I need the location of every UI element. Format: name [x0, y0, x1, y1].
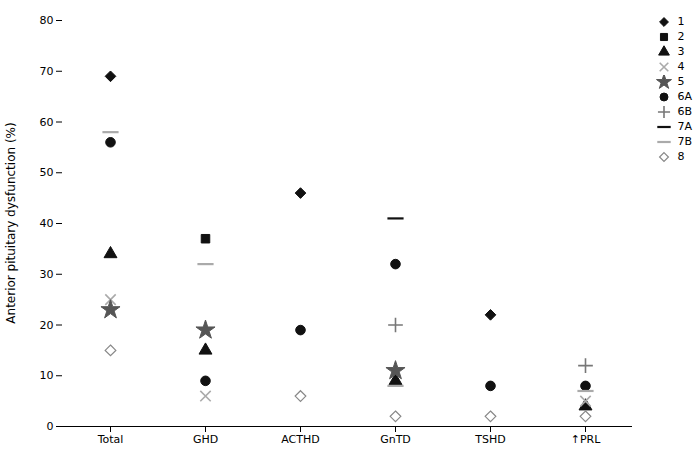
- html-text:3: 3: [677, 45, 685, 58]
- svg-text:GHD: GHD: [193, 433, 218, 446]
- html-text:1: 1: [677, 15, 685, 28]
- svg-text:60: 60: [40, 116, 54, 129]
- html-text:6B: 6B: [677, 105, 692, 118]
- svg-text:Total: Total: [97, 433, 124, 446]
- html-text:7B: 7B: [677, 135, 692, 148]
- svg-text:30: 30: [40, 268, 54, 281]
- svg-text:70: 70: [40, 65, 54, 78]
- html-text:6A: 6A: [677, 90, 692, 103]
- html-text:7A: 7A: [677, 120, 692, 133]
- svg-text:0: 0: [47, 420, 54, 433]
- html-text:5: 5: [677, 75, 685, 88]
- svg-text:80: 80: [40, 14, 54, 27]
- svg-text:↑PRL: ↑PRL: [571, 433, 601, 446]
- svg-text:50: 50: [40, 166, 54, 179]
- html-text:8: 8: [677, 150, 685, 163]
- svg-text:GnTD: GnTD: [380, 433, 411, 446]
- svg-text:ACTHD: ACTHD: [281, 433, 319, 446]
- html-text:4: 4: [677, 60, 685, 73]
- svg-text:10: 10: [40, 369, 54, 382]
- svg-text:40: 40: [40, 217, 54, 230]
- svg-text:20: 20: [40, 319, 54, 332]
- svg-text:TSHD: TSHD: [474, 433, 505, 446]
- html-text:Anterior pituitary dysfunction: Anterior pituitary dysfunction (%): [4, 122, 18, 324]
- html-text:2: 2: [677, 30, 685, 43]
